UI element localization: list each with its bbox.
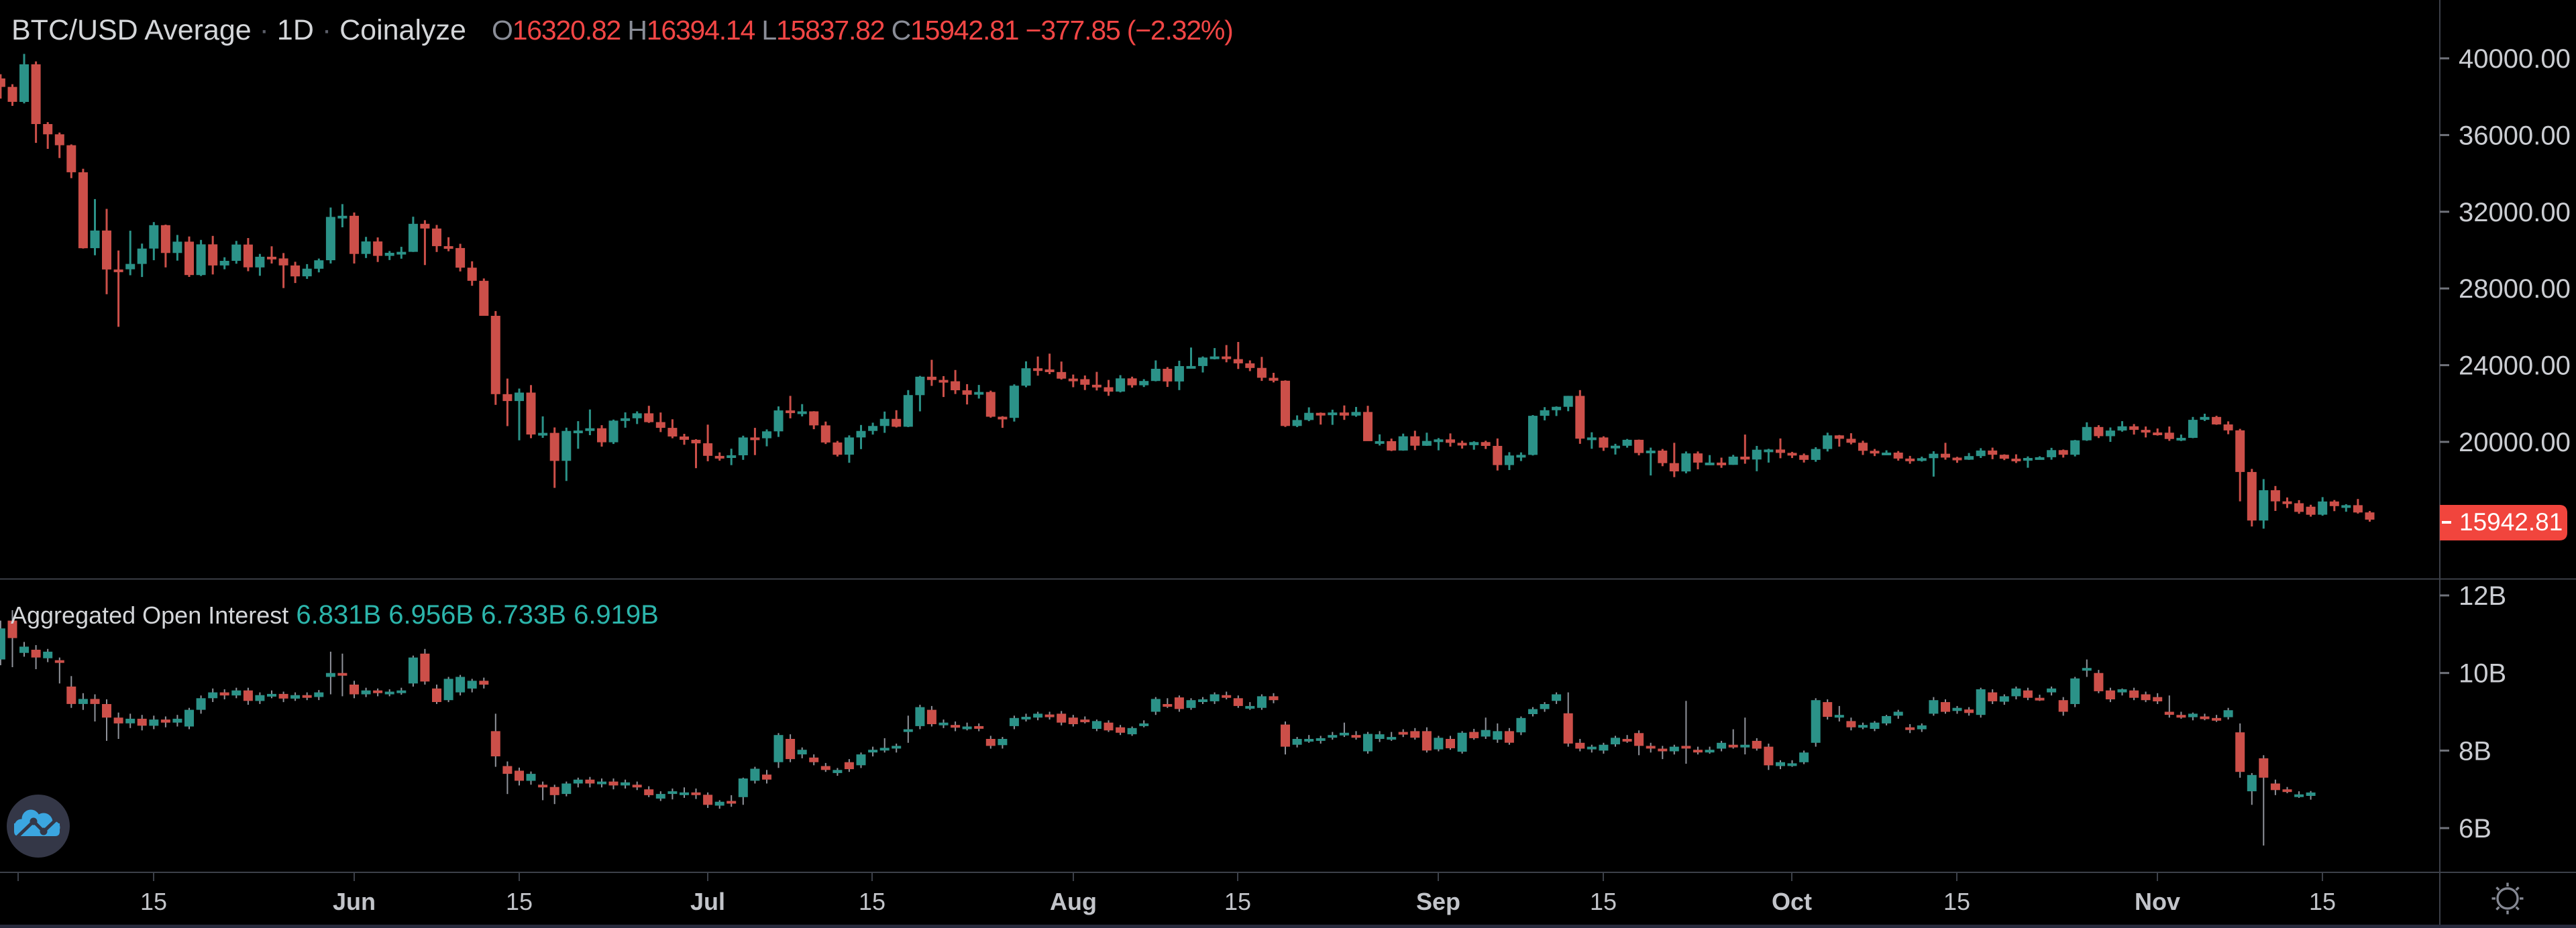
svg-text:15: 15 — [1943, 888, 1970, 915]
svg-text:10B: 10B — [2459, 659, 2506, 689]
svg-text:15: 15 — [1590, 888, 1617, 915]
svg-text:Oct: Oct — [1772, 888, 1812, 915]
svg-text:Sep: Sep — [1416, 888, 1460, 915]
svg-text:24000.00: 24000.00 — [2459, 351, 2571, 381]
svg-text:28000.00: 28000.00 — [2459, 274, 2571, 304]
svg-text:40000.00: 40000.00 — [2459, 44, 2571, 74]
svg-text:20000.00: 20000.00 — [2459, 428, 2571, 457]
svg-text:36000.00: 36000.00 — [2459, 121, 2571, 150]
svg-text:Jun: Jun — [333, 888, 376, 915]
svg-text:BTC/USD Average · 1D · Coinaly: BTC/USD Average · 1D · Coinalyze — [11, 14, 466, 46]
svg-text:15: 15 — [1224, 888, 1251, 915]
svg-text:8B: 8B — [2459, 736, 2491, 766]
svg-text:32000.00: 32000.00 — [2459, 198, 2571, 227]
svg-text:Aug: Aug — [1050, 888, 1097, 915]
svg-text:15: 15 — [506, 888, 533, 915]
svg-text:Nov: Nov — [2135, 888, 2180, 915]
svg-text:15942.81: 15942.81 — [2459, 508, 2563, 536]
svg-text:6B: 6B — [2459, 814, 2491, 844]
svg-text:O16320.82 H16394.14 L15837.82: O16320.82 H16394.14 L15837.82 C15942.81 … — [492, 15, 1233, 46]
svg-text:Aggregated Open Interest 6.831: Aggregated Open Interest 6.831B 6.956B 6… — [11, 600, 659, 630]
svg-text:Jul: Jul — [690, 888, 725, 915]
svg-text:15: 15 — [140, 888, 167, 915]
svg-text:15: 15 — [2309, 888, 2336, 915]
svg-text:15: 15 — [859, 888, 885, 915]
svg-text:12B: 12B — [2459, 581, 2506, 611]
